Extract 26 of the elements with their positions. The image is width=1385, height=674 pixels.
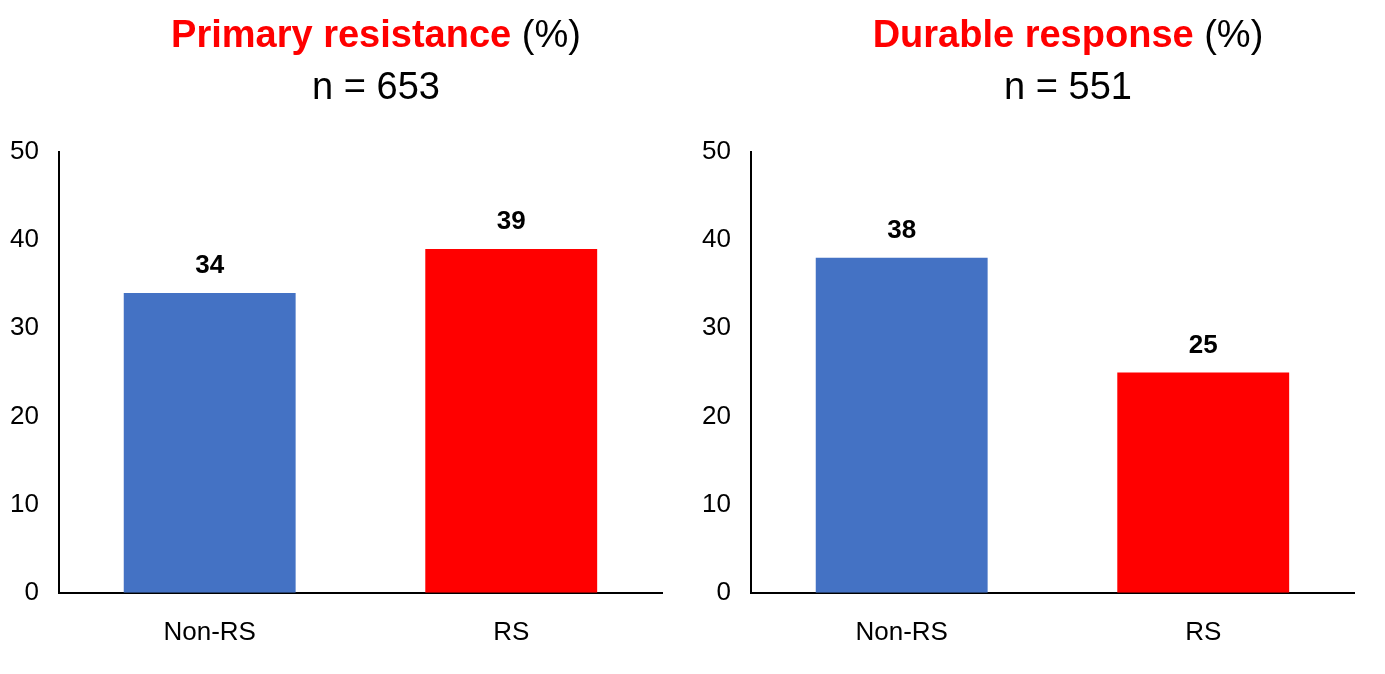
y-tick-label: 30 [702,311,731,342]
y-tick-label: 20 [10,399,39,430]
y-tick-label: 10 [10,487,39,518]
y-tick-label: 40 [702,223,731,254]
chart-subtitle: n = 653 [311,64,441,109]
data-label: 25 [1188,328,1218,359]
y-tick-label: 10 [702,487,731,518]
y-axis-title: (%) [1204,13,1264,55]
data-label: 34 [195,249,225,280]
y-tick-label: 20 [702,399,731,430]
y-tick-label: 40 [10,223,39,254]
x-tick-label: Non-RS [855,615,948,646]
data-label: 39 [496,205,526,236]
chart-title: Durable response [872,13,1194,55]
chart-title: Primary resistance [171,13,512,55]
y-tick-label: 50 [702,135,731,166]
y-axis-title: (%) [521,13,581,55]
x-tick-label: Non-RS [163,615,256,646]
y-tick-label: 30 [10,311,39,342]
x-tick-label: RS [1185,615,1222,646]
y-tick-label: 0 [24,575,39,606]
data-label: 38 [887,213,917,244]
y-tick-label: 50 [10,135,39,166]
y-tick-label: 0 [716,575,731,606]
chart-subtitle: n = 551 [1003,64,1133,109]
x-tick-label: RS [493,615,530,646]
